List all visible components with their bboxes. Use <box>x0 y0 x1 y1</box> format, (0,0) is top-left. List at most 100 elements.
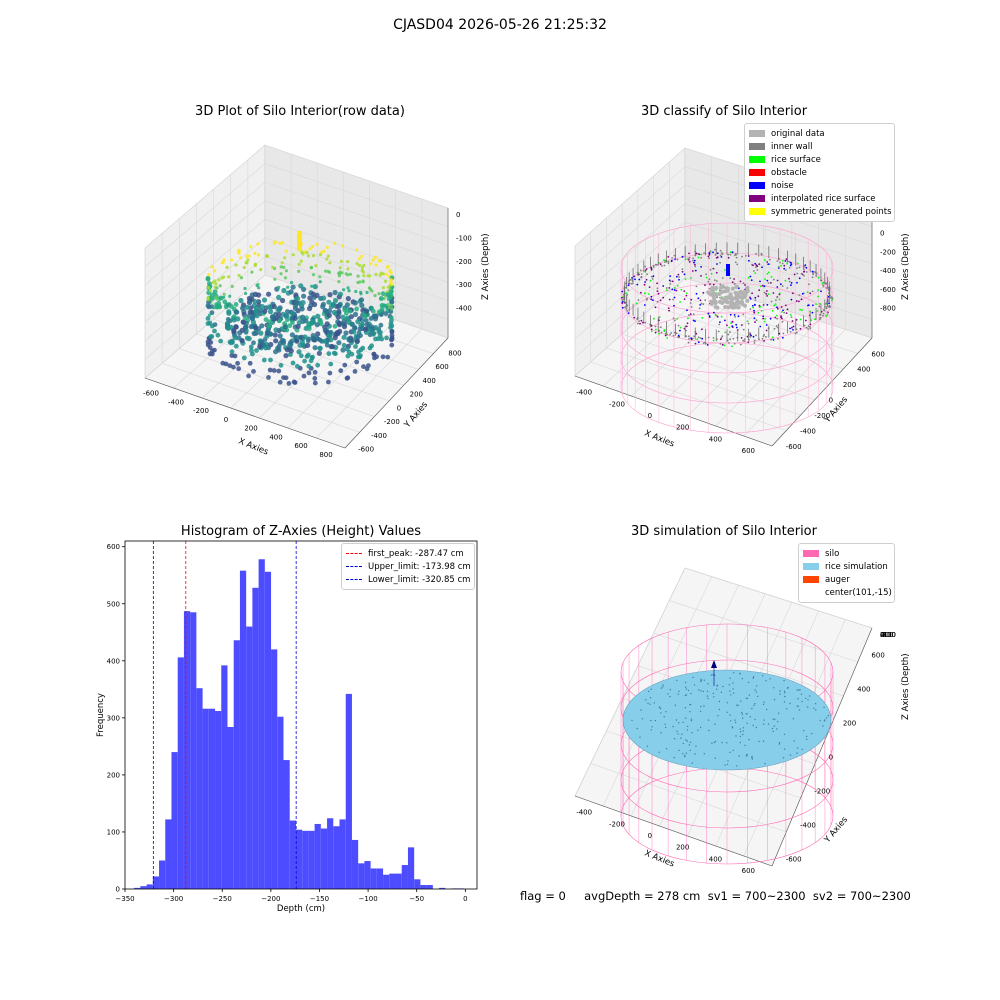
data-point <box>761 284 764 287</box>
data-point <box>688 314 690 316</box>
data-point <box>752 270 755 272</box>
data-point <box>825 305 827 308</box>
data-point <box>272 241 276 245</box>
data-point <box>249 296 255 302</box>
data-point <box>205 339 211 345</box>
x-tick-label: 400 <box>269 433 282 441</box>
x-tick-label: -400 <box>168 398 184 406</box>
data-point <box>630 282 633 285</box>
data-point <box>284 313 290 319</box>
data-point <box>714 254 717 256</box>
data-point <box>654 331 657 334</box>
rice-point <box>823 706 825 709</box>
data-point <box>327 370 333 376</box>
panel4-simulation <box>620 623 834 865</box>
data-point <box>286 285 290 289</box>
data-point <box>306 363 312 369</box>
auger-marker <box>711 660 717 668</box>
rice-point <box>682 753 684 755</box>
rice-point <box>729 690 731 692</box>
data-point <box>739 280 742 283</box>
data-point <box>789 331 792 333</box>
rice-point <box>721 741 723 744</box>
grid-line <box>590 361 787 431</box>
histogram-bar <box>271 649 278 889</box>
data-point <box>629 279 632 281</box>
data-point <box>819 316 822 319</box>
data-point <box>621 296 623 299</box>
data-point <box>818 302 821 305</box>
data-point <box>685 325 688 328</box>
rice-point <box>751 758 754 760</box>
data-point <box>246 336 252 342</box>
data-point <box>655 328 657 331</box>
data-point <box>800 272 803 275</box>
original-data-point <box>736 291 741 296</box>
rice-point <box>765 680 767 682</box>
grid-line <box>684 259 873 320</box>
rice-point <box>662 686 664 688</box>
y-tick-label: 0 <box>397 404 401 412</box>
data-point <box>810 319 812 322</box>
data-point <box>357 257 361 261</box>
data-point <box>207 320 213 326</box>
data-point <box>388 284 392 288</box>
data-point <box>783 264 786 267</box>
data-point <box>719 321 721 323</box>
rice-point <box>641 718 644 720</box>
panel2-title: 3D classify of Silo Interior <box>640 104 808 119</box>
data-point <box>739 343 742 346</box>
panel4-title: 3D simulation of Silo Interior <box>631 524 817 539</box>
data-point <box>772 336 774 339</box>
rice-point <box>736 765 738 767</box>
data-point <box>205 303 211 308</box>
rice-point <box>815 709 817 711</box>
rice-point <box>686 740 688 742</box>
data-point <box>297 262 301 266</box>
rice-point <box>766 708 768 711</box>
data-point <box>327 292 333 298</box>
data-point <box>638 273 640 276</box>
data-point <box>326 333 332 339</box>
data-point <box>828 302 830 305</box>
data-point <box>326 351 332 357</box>
rice-point <box>682 721 684 723</box>
data-point <box>695 332 698 335</box>
data-point <box>688 256 691 259</box>
rice-point <box>667 693 669 695</box>
rice-point <box>763 719 765 721</box>
data-point <box>325 257 329 261</box>
data-point <box>673 331 676 334</box>
histogram-bar <box>407 847 415 889</box>
data-point <box>673 304 675 307</box>
data-point <box>374 272 378 276</box>
data-point <box>344 346 350 352</box>
data-point <box>253 305 259 311</box>
rice-point <box>745 697 747 699</box>
data-point <box>792 329 794 331</box>
data-point <box>315 242 319 246</box>
data-point <box>776 286 779 288</box>
data-point <box>243 286 247 291</box>
data-point <box>389 303 393 307</box>
data-point <box>265 254 269 258</box>
rice-point <box>747 681 750 684</box>
data-point <box>377 292 381 296</box>
rice-point <box>676 730 678 732</box>
z-tick-label: 400 <box>880 631 893 639</box>
data-point <box>731 325 734 328</box>
data-point <box>337 274 341 278</box>
data-point <box>355 248 359 252</box>
data-point <box>656 282 658 285</box>
data-point <box>336 320 343 326</box>
data-point <box>209 351 215 357</box>
data-point <box>798 294 801 296</box>
data-point <box>740 324 743 326</box>
panel3-title: Histogram of Z-Axies (Height) Values <box>180 524 422 539</box>
rice-point <box>733 672 735 674</box>
data-point <box>232 335 238 341</box>
data-point <box>233 309 239 315</box>
data-point <box>827 306 830 308</box>
data-point <box>369 324 375 330</box>
data-point <box>331 309 337 315</box>
